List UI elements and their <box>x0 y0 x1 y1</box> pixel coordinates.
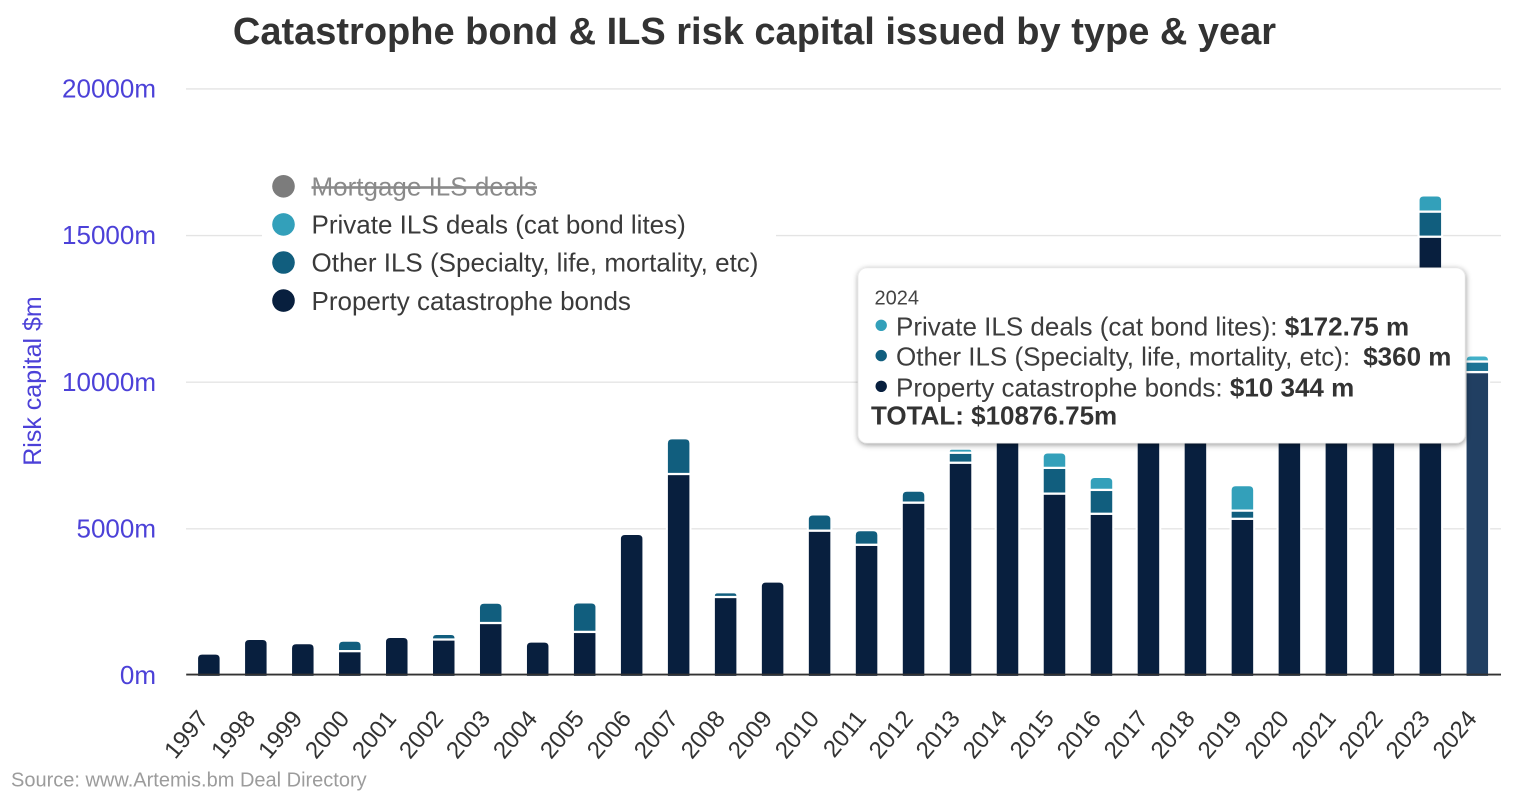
svg-text:Catastrophe bond & ILS risk ca: Catastrophe bond & ILS risk capital issu… <box>233 11 1276 53</box>
svg-text:Property catastrophe bonds: Property catastrophe bonds <box>312 286 631 316</box>
svg-text:Private ILS deals (cat bond li: Private ILS deals (cat bond lites) <box>312 210 686 240</box>
svg-text:0m: 0m <box>120 660 156 690</box>
svg-text:TOTAL: $10876.75m: TOTAL: $10876.75m <box>871 400 1117 430</box>
svg-text:Property catastrophe bonds: $1: Property catastrophe bonds: $10 344 m <box>896 372 1354 402</box>
svg-text:Source: www.Artemis.bm Deal Di: Source: www.Artemis.bm Deal Directory <box>11 770 367 792</box>
svg-text:Private ILS deals (cat bond li: Private ILS deals (cat bond lites): $172… <box>896 311 1409 341</box>
svg-text:Other ILS (Specialty, life, mo: Other ILS (Specialty, life, mortality, e… <box>312 248 759 278</box>
svg-text:5000m: 5000m <box>77 513 157 543</box>
svg-text:20000m: 20000m <box>62 74 156 104</box>
svg-text:2024: 2024 <box>875 288 920 310</box>
svg-text:Other ILS (Specialty, life, mo: Other ILS (Specialty, life, mortality, e… <box>896 342 1451 372</box>
svg-text:Mortgage ILS deals: Mortgage ILS deals <box>312 172 537 202</box>
svg-text:10000m: 10000m <box>62 367 156 397</box>
svg-text:15000m: 15000m <box>62 220 156 250</box>
svg-text:Risk capital $m: Risk capital $m <box>19 296 47 466</box>
